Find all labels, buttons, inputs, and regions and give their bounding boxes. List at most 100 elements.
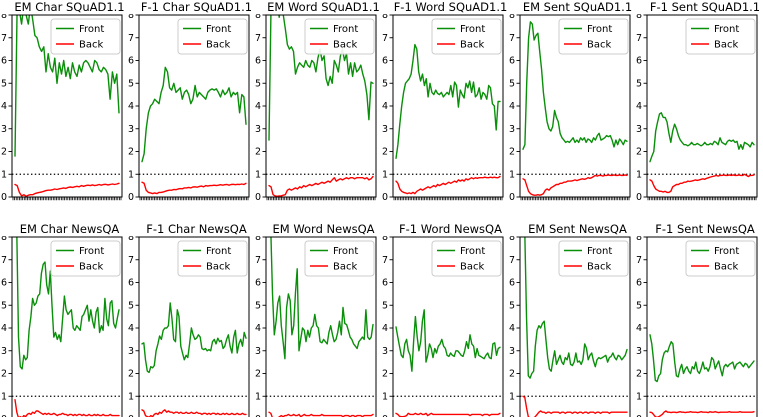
y-tick-label: 6	[1, 278, 7, 289]
series-lines	[141, 302, 247, 417]
series-lines	[522, 237, 628, 417]
chart-title: F-1 Char SQuAD1.1	[140, 0, 253, 14]
plot-border	[138, 236, 250, 417]
legend-label: Back	[206, 40, 230, 51]
legend-label: Back	[460, 262, 484, 273]
y-tick-label: 6	[128, 56, 134, 67]
legend: Front Back	[558, 240, 629, 277]
y-tick-label: 4	[1, 101, 7, 112]
chart-title: EM Char NewsQA	[19, 222, 120, 236]
y-axis-ticks: 0 1 2 3 4 5 6 7 8	[509, 10, 520, 203]
y-tick-label: 8	[636, 14, 642, 21]
y-tick-label: 4	[128, 101, 134, 112]
x-axis-minor-ticks	[12, 197, 122, 201]
y-tick-label: 2	[509, 147, 515, 158]
chart-title: F-1 Word NewsQA	[399, 222, 502, 236]
series-lines	[268, 15, 374, 197]
y-tick-label: 1	[382, 169, 388, 180]
y-tick-label: 0	[382, 414, 388, 417]
series-line-back	[522, 174, 628, 196]
y-tick-label: 0	[128, 414, 134, 417]
y-tick-label: 8	[255, 236, 261, 243]
y-axis-ticks: 0 1 2 3 4 5 6 7 8	[128, 10, 139, 203]
y-axis-ticks: 0 1 2 3 4 5 6 7 8	[255, 232, 266, 417]
y-tick-label: 6	[509, 56, 515, 67]
y-axis-ticks: 0 1 2 3 4 5 6 7 8	[636, 232, 647, 417]
x-axis-minor-ticks	[647, 197, 757, 201]
y-tick-label: 6	[636, 56, 642, 67]
x-axis-minor-ticks	[139, 197, 249, 201]
y-tick-label: 1	[1, 169, 7, 180]
chart-title: EM Char SQuAD1.1	[14, 0, 125, 14]
plot-area: 0 1 2 3 4 5 6 7 8 Front Back	[1, 10, 123, 203]
legend: Front Back	[558, 18, 629, 55]
y-tick-label: 7	[128, 33, 134, 44]
y-tick-label: 1	[1, 391, 7, 402]
plot-area: 0 1 2 3 4 5 6 7 8 Front Back	[128, 232, 250, 417]
chart-title: EM Sent SQuAD1.1	[522, 0, 633, 14]
y-tick-label: 6	[636, 278, 642, 289]
y-tick-label: 1	[509, 169, 515, 180]
y-tick-label: 8	[636, 236, 642, 243]
y-tick-label: 5	[1, 300, 7, 311]
legend-label: Front	[333, 246, 358, 257]
y-tick-label: 5	[382, 300, 388, 311]
y-tick-label: 1	[255, 169, 261, 180]
series-line-front	[649, 334, 755, 383]
legend: Front Back	[177, 18, 248, 55]
series-line-front	[522, 21, 628, 150]
series-line-front	[649, 112, 755, 163]
y-tick-label: 4	[382, 101, 388, 112]
y-tick-label: 0	[636, 192, 642, 203]
y-tick-label: 0	[509, 414, 515, 417]
y-tick-label: 7	[382, 255, 388, 266]
y-tick-label: 7	[255, 255, 261, 266]
chart-panel: F-1 Char NewsQA 0 1 2 3 4 5 6 7 8 Front Back	[127, 208, 254, 417]
series-lines	[649, 112, 755, 194]
series-line-back	[649, 173, 755, 194]
y-tick-label: 3	[1, 124, 7, 135]
y-tick-label: 3	[255, 346, 261, 357]
y-tick-label: 8	[509, 14, 515, 21]
series-line-front	[395, 309, 501, 372]
y-tick-label: 2	[128, 147, 134, 158]
y-tick-label: 5	[128, 78, 134, 89]
legend-label: Front	[714, 246, 739, 257]
chart-panel: EM Word SQuAD1.1 0 1 2 3 4 5 6 7 8 Front Back	[254, 0, 381, 208]
legend-label: Back	[714, 262, 738, 273]
y-tick-label: 0	[1, 414, 7, 417]
y-tick-label: 6	[128, 278, 134, 289]
chart-panel: EM Sent SQuAD1.1 0 1 2 3 4 5 6 7 8 Front Back	[508, 0, 635, 208]
y-tick-label: 3	[382, 124, 388, 135]
chart-panel: EM Char SQuAD1.1 0 1 2 3 4 5 6 7 8 Front Back	[0, 0, 127, 208]
y-tick-label: 5	[509, 300, 515, 311]
plot-area: 0 1 2 3 4 5 6 7 8 Front Back	[382, 232, 504, 417]
y-tick-label: 7	[1, 33, 7, 44]
y-tick-label: 8	[382, 14, 388, 21]
chart-title: F-1 Char NewsQA	[146, 222, 247, 236]
y-tick-label: 6	[255, 56, 261, 67]
y-tick-label: 5	[636, 78, 642, 89]
legend-label: Back	[587, 262, 611, 273]
y-axis-ticks: 0 1 2 3 4 5 6 7 8	[1, 232, 12, 417]
y-tick-label: 3	[255, 124, 261, 135]
y-tick-label: 3	[128, 346, 134, 357]
y-tick-label: 5	[255, 78, 261, 89]
chart-title: EM Word SQuAD1.1	[267, 0, 380, 14]
y-tick-label: 0	[509, 192, 515, 203]
chart-panel: F-1 Sent NewsQA 0 1 2 3 4 5 6 7 8 Front Back	[635, 208, 763, 417]
plot-border	[646, 236, 758, 417]
chart-title: EM Word NewsQA	[272, 222, 375, 236]
series-line-front	[141, 302, 247, 374]
legend: Front Back	[431, 18, 502, 55]
y-tick-label: 7	[509, 255, 515, 266]
legend-label: Back	[587, 40, 611, 51]
series-line-back	[395, 175, 501, 195]
legend-label: Front	[79, 24, 104, 35]
series-line-front	[141, 66, 247, 163]
x-axis-minor-ticks	[520, 197, 630, 201]
series-line-back	[14, 182, 120, 197]
y-tick-label: 2	[255, 369, 261, 380]
y-tick-label: 0	[128, 192, 134, 203]
